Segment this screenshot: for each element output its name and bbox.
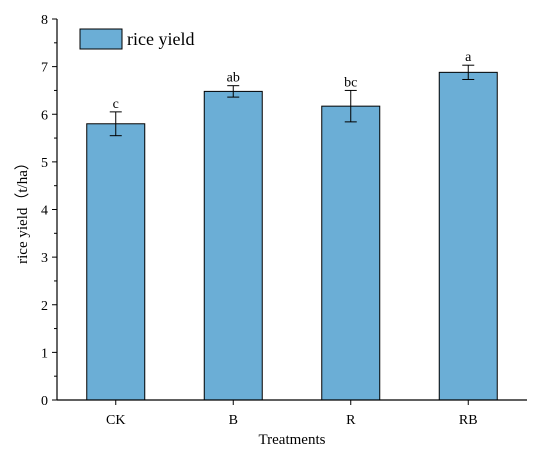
y-tick-label: 8 [41, 13, 48, 28]
legend-label: rice yield [127, 29, 194, 49]
y-tick-label: 5 [41, 156, 48, 171]
legend-swatch [79, 28, 123, 50]
x-tick-label: CK [106, 413, 125, 428]
legend: rice yield [79, 28, 194, 50]
x-tick-label: RB [459, 413, 478, 428]
significance-label: bc [344, 75, 357, 90]
y-tick-label: 2 [41, 299, 48, 314]
bar-ck [86, 123, 146, 401]
significance-label: a [465, 50, 472, 65]
y-tick-label: 6 [41, 108, 48, 123]
significance-label: ab [227, 71, 240, 86]
y-tick-label: 4 [41, 204, 48, 219]
x-tick-label: R [346, 413, 356, 428]
y-tick-label: 7 [41, 61, 48, 76]
significance-labels-layer: c ab bc a [113, 50, 473, 112]
significance-label: c [113, 97, 119, 112]
x-axis-title: Treatments [259, 432, 326, 448]
y-tick-label: 0 [41, 394, 48, 409]
x-tick-label: B [229, 413, 238, 428]
y-tick-label: 1 [41, 346, 48, 361]
error-bars-layer [109, 64, 475, 137]
y-tick-label: 3 [41, 251, 48, 266]
bar-b [203, 90, 263, 401]
axes-layer: 0 1 2 3 4 5 6 7 8 CK B R RB [41, 13, 527, 428]
bar-r [321, 105, 381, 401]
y-axis-title: rice yield（t/ha） [14, 155, 31, 264]
bar-rb [438, 71, 498, 401]
bars-layer [86, 71, 498, 401]
